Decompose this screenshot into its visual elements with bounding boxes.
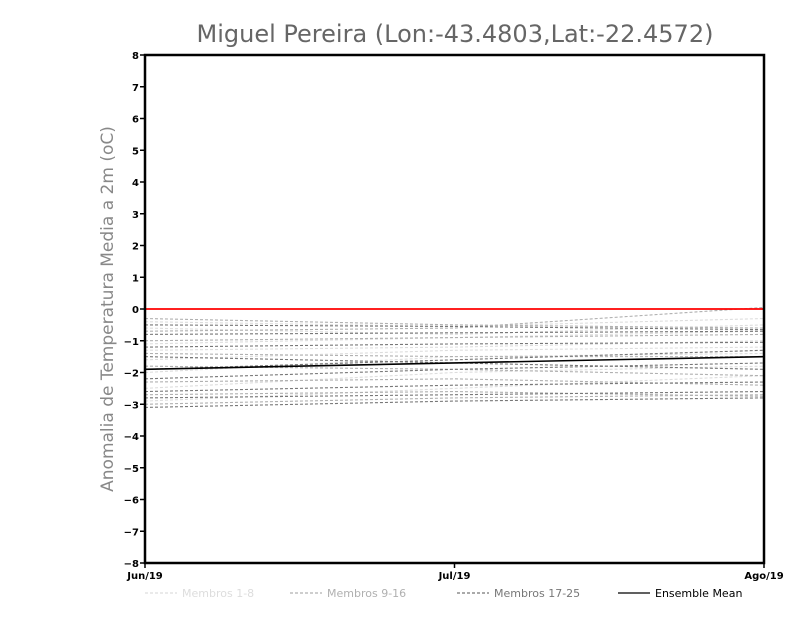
y-tick-label: 5 [132, 146, 139, 157]
legend-label: Membros 17-25 [494, 587, 580, 600]
y-tick-label: 6 [132, 115, 139, 126]
legend-label: Membros 1-8 [182, 587, 254, 600]
y-tick-label: −2 [124, 369, 139, 380]
plot-lines [144, 306, 765, 408]
series-line-13 [144, 365, 765, 377]
chart-title: Miguel Pereira (Lon:-43.4803,Lat:-22.457… [197, 20, 714, 48]
y-tick-label: −7 [124, 527, 139, 538]
series-line-11 [144, 333, 765, 342]
series-line-19 [144, 341, 765, 348]
y-tick-label: −5 [124, 464, 139, 475]
series-line-23 [144, 381, 765, 393]
y-axis: −8 −7 −6 −5 −4 −3 −2 −1 0 1 2 3 4 5 6 7 8 [124, 51, 145, 570]
legend: Membros 1-8 Membros 9-16 Membros 17-25 Ense… [145, 587, 742, 600]
series-line-25 [144, 397, 765, 408]
series-line-6 [144, 352, 765, 374]
y-tick-label: −3 [124, 400, 139, 411]
y-tick-label: −4 [124, 432, 139, 443]
legend-label: Membros 9-16 [327, 587, 406, 600]
y-tick-label: −1 [124, 337, 139, 348]
series-line-16 [144, 394, 765, 405]
legend-label: Ensemble Mean [655, 587, 742, 600]
y-tick-label: 4 [132, 178, 139, 189]
y-tick-label: 2 [132, 242, 139, 253]
y-tick-label: 7 [132, 83, 139, 94]
series-line-12 [144, 352, 764, 358]
x-axis: Jun/19 Jul/19 Ago/19 [126, 563, 784, 582]
x-tick-label: Jun/19 [126, 571, 163, 582]
series-line-22 [144, 362, 765, 380]
series-line-21 [144, 349, 765, 370]
series-line-20 [144, 356, 765, 370]
y-tick-label: 0 [132, 305, 139, 316]
y-tick-label: −8 [124, 559, 139, 570]
series-line-1 [144, 317, 765, 328]
y-tick-label: 1 [132, 273, 139, 284]
series-line-3 [144, 330, 765, 345]
series-line-9 [144, 317, 765, 329]
series-line-10 [144, 306, 765, 332]
series-line-18 [144, 330, 765, 335]
series-line-8 [144, 375, 765, 402]
y-tick-label: −6 [124, 496, 139, 507]
x-tick-label: Jul/19 [438, 571, 471, 582]
y-tick-label: 3 [132, 210, 139, 221]
y-tick-label: 8 [132, 51, 139, 62]
series-line-7 [144, 365, 765, 389]
series-line-26 [144, 355, 765, 371]
x-tick-label: Ago/19 [744, 571, 783, 582]
series-line-24 [144, 391, 765, 399]
y-axis-label: Anomalia de Temperatura Media a 2m (oC) [98, 126, 118, 492]
series-line-5 [144, 346, 765, 361]
series-line-17 [144, 324, 765, 331]
series-line-15 [144, 390, 765, 397]
